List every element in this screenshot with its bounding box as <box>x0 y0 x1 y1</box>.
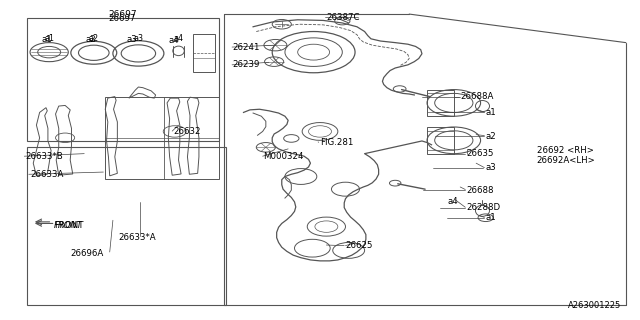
Bar <box>427 127 454 154</box>
Text: 26688: 26688 <box>467 186 494 195</box>
Text: a3: a3 <box>486 164 497 172</box>
Text: a3: a3 <box>133 34 143 43</box>
Text: M000324: M000324 <box>262 152 303 161</box>
Text: FRONT: FRONT <box>54 221 83 230</box>
Text: a4: a4 <box>173 34 184 43</box>
Text: a2: a2 <box>486 132 497 141</box>
Bar <box>193 34 215 72</box>
Text: FRONT: FRONT <box>54 221 83 230</box>
Text: a1: a1 <box>486 213 497 222</box>
Text: a2: a2 <box>89 34 99 43</box>
Text: A263001225: A263001225 <box>568 301 621 310</box>
Text: 26633*A: 26633*A <box>118 233 156 242</box>
Text: 26696A: 26696A <box>71 249 104 258</box>
Text: 26633*B: 26633*B <box>26 152 63 161</box>
Text: 26692A<LH>: 26692A<LH> <box>537 156 595 164</box>
Bar <box>27 18 220 141</box>
Text: FIG.281: FIG.281 <box>320 138 353 147</box>
Text: 26635: 26635 <box>467 149 494 158</box>
Text: 26688A: 26688A <box>460 92 493 101</box>
Text: 26692 <RH>: 26692 <RH> <box>537 146 593 155</box>
Text: 26288D: 26288D <box>467 203 500 212</box>
Text: 26632: 26632 <box>173 127 201 136</box>
Bar <box>105 97 219 179</box>
Text: a4: a4 <box>168 36 179 44</box>
Text: 26697: 26697 <box>109 14 136 23</box>
Text: 26239: 26239 <box>232 60 259 69</box>
Text: 26625: 26625 <box>346 241 373 250</box>
Text: a3: a3 <box>127 35 138 44</box>
Bar <box>427 90 454 116</box>
Text: a1: a1 <box>44 34 54 43</box>
Text: 26633A: 26633A <box>30 171 63 180</box>
Text: 26387C: 26387C <box>326 13 360 22</box>
Text: 26241: 26241 <box>232 43 260 52</box>
Text: a4: a4 <box>447 197 458 206</box>
Text: a2: a2 <box>85 35 96 44</box>
Text: a1: a1 <box>486 108 497 117</box>
Bar <box>27 147 226 305</box>
Text: a1: a1 <box>42 35 52 44</box>
Text: 26697: 26697 <box>108 10 137 19</box>
